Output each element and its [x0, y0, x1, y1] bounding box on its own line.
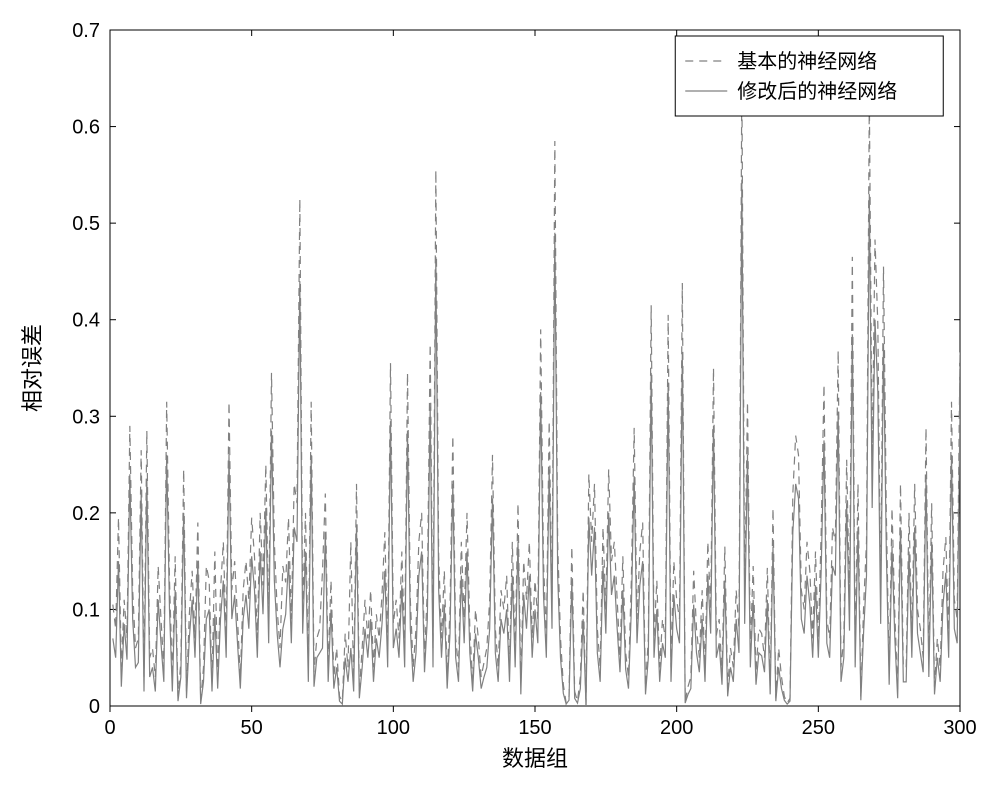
legend-label-1: 修改后的神经网络 [737, 80, 897, 103]
y-tick-label: 0.7 [72, 20, 100, 42]
x-tick-label: 50 [241, 717, 263, 739]
legend-label-0: 基本的神经网络 [737, 50, 877, 73]
series-line-0 [113, 78, 966, 706]
x-tick-label: 150 [518, 717, 551, 739]
legend [675, 36, 943, 116]
y-tick-label: 0.5 [72, 213, 100, 235]
y-tick-label: 0 [89, 696, 100, 718]
y-tick-label: 0.6 [72, 117, 100, 139]
x-tick-label: 250 [802, 717, 835, 739]
y-axis-label: 相对误差 [20, 324, 45, 412]
x-tick-label: 300 [943, 717, 976, 739]
x-tick-label: 0 [104, 717, 115, 739]
x-axis-label: 数据组 [502, 746, 568, 771]
y-tick-label: 0.3 [72, 406, 100, 428]
x-tick-label: 100 [377, 717, 410, 739]
y-tick-label: 0.2 [72, 503, 100, 525]
plot-area [110, 30, 960, 706]
chart-container: 0 50 100 150 200 250 300 0 0.1 0.2 0.3 0.4 0.5 0.6 0.7… [0, 0, 1000, 796]
y-tick-label: 0.4 [72, 310, 100, 332]
line-chart: 0 50 100 150 200 250 300 0 0.1 0.2 0.3 0.4 0.5 0.6 0.7… [0, 0, 1000, 796]
x-tick-label: 200 [660, 717, 693, 739]
y-tick-label: 0.1 [72, 599, 100, 621]
